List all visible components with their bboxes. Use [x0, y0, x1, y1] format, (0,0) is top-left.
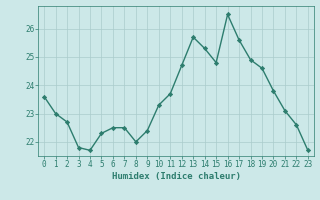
- X-axis label: Humidex (Indice chaleur): Humidex (Indice chaleur): [111, 172, 241, 181]
